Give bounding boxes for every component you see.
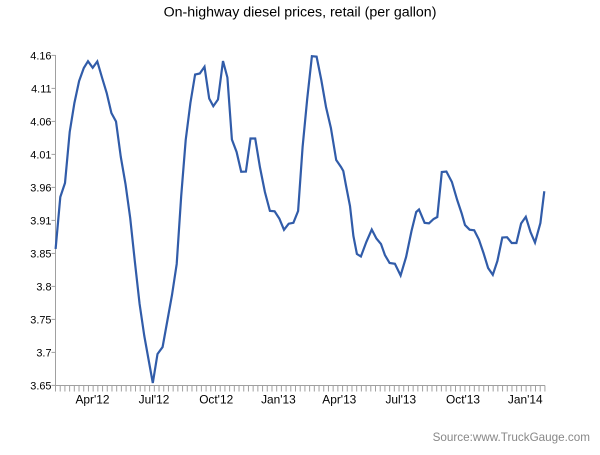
- svg-text:4.16: 4.16: [30, 51, 51, 63]
- svg-text:4.06: 4.06: [30, 117, 51, 129]
- svg-text:4.11: 4.11: [31, 84, 51, 96]
- svg-text:3.8: 3.8: [36, 282, 51, 294]
- svg-text:Oct'13: Oct'13: [446, 393, 480, 407]
- svg-text:Jan'14: Jan'14: [508, 393, 543, 407]
- svg-text:4.01: 4.01: [30, 150, 51, 162]
- svg-text:3.85: 3.85: [30, 249, 51, 261]
- svg-text:Jul'12: Jul'12: [139, 393, 170, 407]
- svg-text:3.65: 3.65: [30, 381, 51, 393]
- svg-text:Source:www.TruckGauge.com: Source:www.TruckGauge.com: [433, 431, 590, 444]
- svg-text:On-highway diesel prices, reta: On-highway diesel prices, retail (per ga…: [164, 5, 437, 21]
- svg-text:3.91: 3.91: [30, 216, 51, 228]
- svg-text:3.75: 3.75: [30, 315, 51, 327]
- svg-text:Oct'12: Oct'12: [199, 393, 233, 407]
- svg-text:3.96: 3.96: [30, 183, 51, 195]
- svg-text:Jan'13: Jan'13: [261, 393, 296, 407]
- svg-text:Apr'12: Apr'12: [76, 393, 110, 407]
- svg-text:3.7: 3.7: [36, 348, 51, 360]
- svg-text:Apr'13: Apr'13: [322, 393, 356, 407]
- svg-text:Jul'13: Jul'13: [385, 393, 416, 407]
